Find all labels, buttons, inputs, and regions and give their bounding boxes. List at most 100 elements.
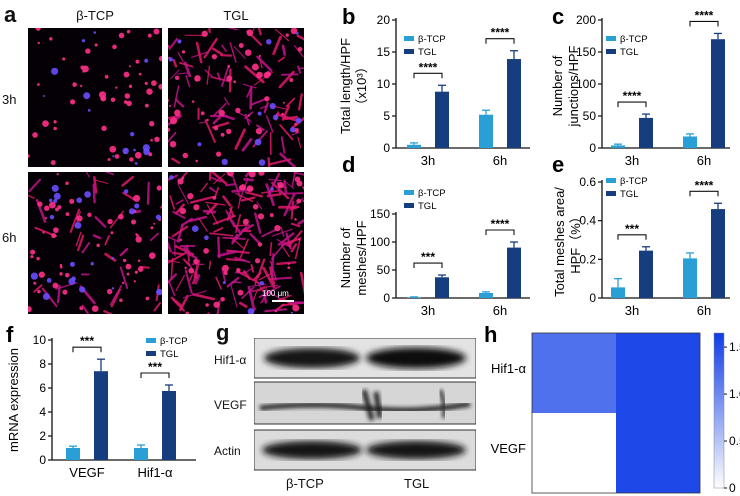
legend-label: TGL — [160, 349, 178, 360]
bar-btcp-6h — [683, 136, 697, 148]
x-tick-label: 6h — [697, 153, 711, 168]
legend-label: β-TCP — [620, 176, 648, 187]
colorbar-tick-label: 0 — [729, 481, 736, 495]
legend-label: TGL — [620, 189, 638, 200]
heatmap-cell-VEGF-β-TCP — [532, 413, 616, 493]
x-tick-label: 3h — [421, 303, 435, 318]
significance-label: **** — [491, 217, 510, 231]
significance-bracket — [413, 262, 443, 269]
x-tick-label: 3h — [625, 153, 639, 168]
y-tick-label: 10 — [377, 77, 391, 91]
colorbar-tick-label: 0.5 — [729, 434, 740, 448]
y-tick-label: 0.6 — [579, 175, 596, 189]
legend-label: TGL — [418, 47, 436, 58]
y-axis-label-line2: HPF（%） — [568, 210, 583, 274]
blot-lane-label-btcp: β-TCP — [286, 476, 324, 491]
y-tick-label: 100 — [576, 77, 596, 91]
panel-g-letter: g — [216, 320, 230, 345]
legend-swatch — [404, 36, 414, 41]
x-tick-label: Hif1-α — [138, 465, 173, 480]
y-axis-label-line2: meshes/HPF — [354, 220, 369, 295]
panel-letter: d — [342, 152, 355, 177]
y-axis-label: mRNA expression — [6, 348, 21, 452]
legend-label: TGL — [418, 201, 436, 212]
y-axis-label: Total meshes area/ — [552, 187, 567, 297]
y-tick-label: 20 — [377, 13, 391, 27]
legend-swatch — [404, 190, 414, 195]
y-tick-label: 0 — [383, 141, 390, 155]
y-tick-label: 2 — [39, 429, 46, 443]
bar-btcp-3h — [407, 297, 421, 298]
y-tick-label: 5 — [383, 109, 390, 123]
y-axis-label: Number of — [338, 227, 353, 288]
x-tick-label: 6h — [697, 303, 711, 318]
legend-label: TGL — [620, 47, 638, 58]
significance-label: **** — [695, 8, 714, 22]
y-tick-label: 4 — [39, 405, 46, 419]
significance-bracket — [485, 38, 515, 44]
cell-network — [28, 28, 162, 166]
bar-btcp-3h — [407, 144, 421, 148]
micrograph-btcp-6h-image — [28, 172, 162, 314]
y-tick-label: 50 — [583, 109, 597, 123]
legend-swatch — [606, 178, 616, 183]
bar-btcp-6h — [479, 114, 493, 148]
legend-swatch — [404, 49, 414, 54]
micrograph-btcp-6h — [28, 172, 162, 314]
bar-btcp-6h — [479, 292, 493, 298]
bar-tgl-3h — [435, 277, 449, 298]
chart-b: b 0 5 10 15 20 Total length/HPF （x10³） **** 3h ***… — [338, 4, 530, 168]
panel-a-letter: a — [4, 2, 17, 27]
legend-label: β-TCP — [418, 34, 446, 45]
bar-tgl-6h — [711, 209, 725, 298]
scale-bar-label: 100 μm — [262, 289, 289, 298]
micrograph-btcp-3h-image — [28, 28, 162, 166]
x-tick-label: 6h — [493, 303, 507, 318]
bar-tgl-3h — [639, 250, 653, 298]
y-tick-label: 0.4 — [579, 214, 596, 228]
significance-bracket — [72, 346, 102, 353]
bar-tgl-3h — [639, 117, 653, 148]
blot-strip-hif1a — [254, 338, 476, 379]
heatmap-cell-Hif1-α-TGL — [616, 333, 700, 413]
significance-bracket — [617, 234, 647, 240]
y-tick-label: 6 — [39, 381, 46, 395]
western-blot — [254, 338, 476, 471]
significance-bracket — [413, 72, 443, 79]
bar-btcp-3h — [611, 287, 625, 298]
significance-bracket — [689, 190, 719, 197]
panel-letter: e — [552, 152, 564, 177]
y-tick-label: 0 — [589, 141, 596, 155]
significance-label: **** — [419, 60, 438, 74]
y-tick-label: 0 — [383, 291, 390, 305]
x-tick-label: VEGF — [69, 465, 104, 480]
bar-tgl-6h — [711, 39, 725, 149]
chart-e: e 0 0.2 0.4 0.6 Total meshes area/HPF（%） *** 3h… — [552, 152, 730, 318]
blot-label-vegf: VEGF — [214, 398, 247, 412]
y-tick-label: 150 — [576, 45, 596, 59]
micrograph-column-label-btcp: β-TCP — [76, 8, 114, 23]
heatmap-cell-VEGF-TGL — [616, 413, 700, 493]
y-tick-label: 50 — [377, 263, 391, 277]
y-tick-label: 0 — [39, 453, 46, 467]
blot-strip-vegf — [254, 381, 476, 425]
colorbar — [713, 332, 725, 489]
bar-tgl-VEGF — [94, 371, 108, 460]
legend-swatch — [606, 49, 616, 54]
x-tick-label: 3h — [625, 303, 639, 318]
y-axis-label-line2: junctions/HPF — [566, 45, 581, 127]
legend-swatch — [146, 338, 156, 343]
y-tick-label: 8 — [39, 357, 46, 371]
legend-swatch — [146, 351, 156, 356]
y-tick-label: 100 — [370, 235, 390, 249]
heatmap-border — [531, 332, 701, 494]
significance-label: *** — [80, 334, 94, 348]
y-tick-label: 150 — [370, 207, 390, 221]
chart-f: f 0 2 4 6 8 10 mRNA expression *** VEGF *** Hif1-α β… — [6, 322, 196, 480]
panel-letter: f — [6, 322, 14, 347]
cell-network — [168, 28, 304, 167]
heatmap-row-label: VEGF — [491, 441, 526, 456]
significance-label: **** — [491, 26, 510, 40]
bar-tgl-3h — [435, 91, 449, 148]
